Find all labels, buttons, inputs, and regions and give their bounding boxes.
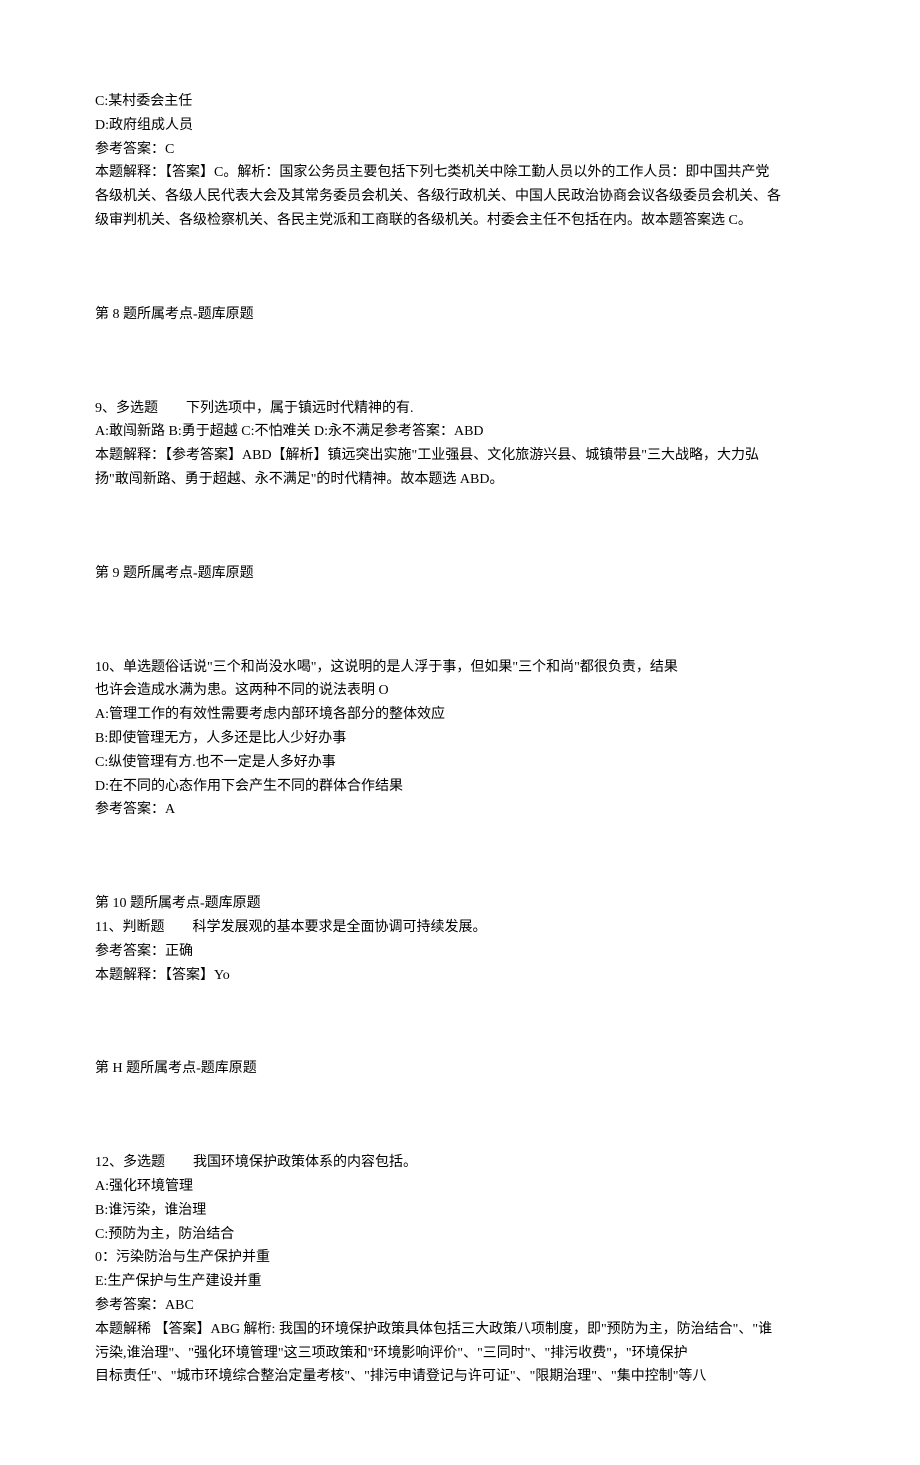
q12: 12、多选题 我国环境保护政策体系的内容包括。 A:强化环境管理 B:谁污染，谁… xyxy=(95,1151,825,1389)
option-d: D:政府组成人员 xyxy=(95,114,825,138)
option-d: D:在不同的心态作用下会产生不同的群体合作结果 xyxy=(95,775,825,799)
topic-tag: 第 H 题所属考点-题库原题 xyxy=(95,1057,825,1081)
answer: 参考答案：A xyxy=(95,798,825,822)
q9-tag: 第 9 题所属考点-题库原题 xyxy=(95,562,825,586)
q8-continued: C:某村委会主任 D:政府组成人员 参考答案：C 本题解释：【答案】C。解析：国… xyxy=(95,90,825,233)
option-b: B:谁污染，谁治理 xyxy=(95,1199,825,1223)
explain-line: 目标责任"、"城市环境综合整治定量考核"、"排污申请登记与许可证"、"限期治理"… xyxy=(95,1365,825,1389)
topic-tag: 第 10 题所属考点-题库原题 xyxy=(95,892,825,916)
question-stem-line: 10、单选题俗话说"三个和尚没水喝"，这说明的是人浮于事，但如果"三个和尚"都很… xyxy=(95,656,825,680)
question-stem-line: 也许会造成水满为患。这两种不同的说法表明 O xyxy=(95,679,825,703)
topic-tag: 第 8 题所属考点-题库原题 xyxy=(95,303,825,327)
q11-tag: 第 H 题所属考点-题库原题 xyxy=(95,1057,825,1081)
option-e: E:生产保护与生产建设并重 xyxy=(95,1270,825,1294)
options-and-answer: A:敢闯新路 B:勇于超越 C:不怕难关 D:永不满足参考答案：ABD xyxy=(95,420,825,444)
topic-tag: 第 9 题所属考点-题库原题 xyxy=(95,562,825,586)
option-c: C:某村委会主任 xyxy=(95,90,825,114)
option-d: 0：污染防治与生产保护并重 xyxy=(95,1246,825,1270)
explain-line: 本题解释：【答案】Yo xyxy=(95,964,825,988)
answer: 参考答案：正确 xyxy=(95,940,825,964)
explain-line: 本题解稀 【答案】ABG 解桁: 我国的环境保护政策具体包括三大政策八项制度，即… xyxy=(95,1318,825,1342)
q10: 10、单选题俗话说"三个和尚没水喝"，这说明的是人浮于事，但如果"三个和尚"都很… xyxy=(95,656,825,823)
question-stem: 9、多选题 下列选项中，属于镇远时代精神的有. xyxy=(95,397,825,421)
option-a: A:管理工作的有效性需要考虑内部环境各部分的整体效应 xyxy=(95,703,825,727)
question-stem: 12、多选题 我国环境保护政策体系的内容包括。 xyxy=(95,1151,825,1175)
q10-tag-and-q11: 第 10 题所属考点-题库原题 11、判断题 科学发展观的基本要求是全面协调可持… xyxy=(95,892,825,987)
answer: 参考答案：ABC xyxy=(95,1294,825,1318)
answer: 参考答案：C xyxy=(95,138,825,162)
explain-line: 扬"敢闯新路、勇于超越、永不满足"的时代精神。故本题选 ABD。 xyxy=(95,468,825,492)
q8-tag: 第 8 题所属考点-题库原题 xyxy=(95,303,825,327)
option-b: B:即使管理无方，人多还是比人少好办事 xyxy=(95,727,825,751)
option-c: C:预防为主，防治结合 xyxy=(95,1223,825,1247)
explain-line: 本题解释：【答案】C。解析：国家公务员主要包括下列七类机关中除工勤人员以外的工作… xyxy=(95,161,825,185)
explain-line: 本题解释：【参考答案】ABD【解析】镇远突出实施"工业强县、文化旅游兴县、城镇带… xyxy=(95,444,825,468)
q9: 9、多选题 下列选项中，属于镇远时代精神的有. A:敢闯新路 B:勇于超越 C:… xyxy=(95,397,825,492)
document-page: C:某村委会主任 D:政府组成人员 参考答案：C 本题解释：【答案】C。解析：国… xyxy=(0,0,920,1465)
explain-line: 各级机关、各级人民代表大会及其常务委员会机关、各级行政机关、中国人民政治协商会议… xyxy=(95,185,825,209)
question-stem: 11、判断题 科学发展观的基本要求是全面协调可持续发展。 xyxy=(95,916,825,940)
option-c: C:纵使管理有方.也不一定是人多好办事 xyxy=(95,751,825,775)
explain-line: 级审判机关、各级检察机关、各民主党派和工商联的各级机关。村委会主任不包括在内。故… xyxy=(95,209,825,233)
explain-line: 污染,谁治理"、"强化环境管理"这三项政策和"环境影响评价"、"三同时"、"排污… xyxy=(95,1342,825,1366)
option-a: A:强化环境管理 xyxy=(95,1175,825,1199)
